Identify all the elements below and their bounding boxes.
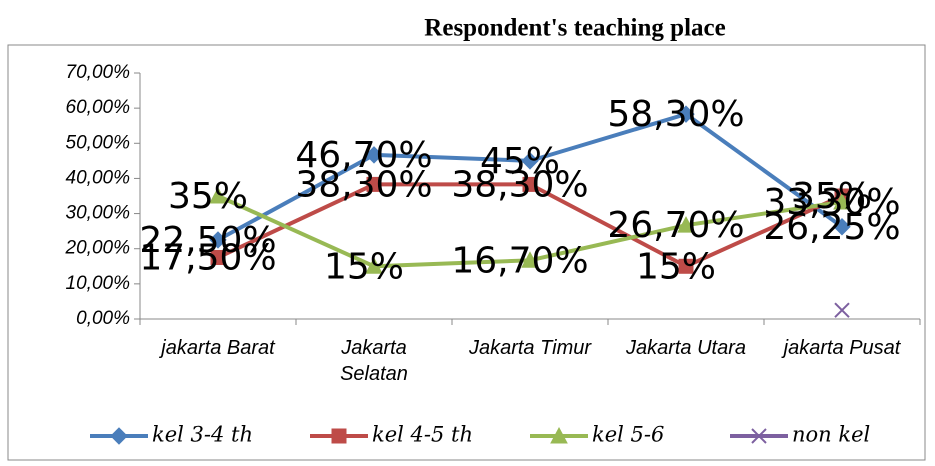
data-label: 22,50%: [139, 220, 276, 261]
y-tick-label: 50,00%: [66, 132, 131, 153]
marker: [677, 216, 695, 233]
legend-label: kel 3-4 th: [152, 423, 253, 447]
marker: [331, 428, 347, 444]
x-tick-label-box: Jakarta Timur: [468, 337, 592, 359]
data-label: 16,70%: [451, 240, 588, 281]
y-tick-label: 40,00%: [66, 167, 131, 188]
data-label: 38,30%: [295, 164, 432, 205]
x-tick-label-box: Jakarta Utara: [625, 337, 747, 359]
marker: [521, 152, 539, 170]
data-label: 33,30%: [763, 182, 900, 223]
x-tick-label: jakarta Barat: [161, 337, 275, 359]
data-label: 15%: [636, 246, 716, 287]
x-tick-label-box: jakarta Barat: [161, 337, 275, 359]
marker: [751, 428, 767, 444]
marker: [366, 176, 382, 192]
legend-label: non kel: [792, 423, 870, 447]
marker: [833, 192, 851, 210]
data-label: 38,30%: [451, 164, 588, 205]
x-tick-label-box: jakarta Pusat: [783, 337, 901, 359]
x-tick-label: Jakarta Timur: [468, 337, 592, 359]
marker: [833, 218, 851, 236]
y-tick-label: 60,00%: [66, 97, 131, 118]
marker: [209, 231, 227, 249]
marker: [521, 251, 539, 268]
marker: [209, 186, 227, 204]
marker: [110, 427, 128, 445]
y-tick-label: 20,00%: [65, 238, 131, 259]
legend-label: kel 4-5 th: [372, 423, 473, 447]
data-label: 17,50%: [139, 238, 276, 279]
chart-frame: [7, 44, 926, 461]
marker: [550, 426, 568, 444]
marker: [365, 146, 383, 164]
data-label: 26,70%: [607, 205, 744, 246]
chart-title: Respondent's teaching place: [424, 15, 725, 42]
data-label: 35%: [792, 176, 872, 217]
x-tick-label: Jakarta Utara: [625, 337, 747, 359]
data-label: 58,30%: [607, 94, 744, 135]
marker: [678, 258, 694, 274]
y-tick-label: 70,00%: [66, 62, 131, 83]
data-label: 35%: [168, 176, 248, 217]
marker: [210, 250, 226, 265]
data-label: 45%: [480, 141, 560, 182]
y-tick-label: 0,00%: [76, 308, 130, 329]
x-tick-label: jakarta Pusat: [783, 337, 901, 359]
marker: [834, 302, 850, 318]
marker: [365, 257, 383, 274]
data-label: 46,70%: [295, 135, 432, 176]
data-label: 15%: [324, 246, 404, 287]
y-tick-label: 30,00%: [66, 203, 131, 224]
marker: [677, 105, 695, 123]
legend-label: kel 5-6: [592, 423, 664, 447]
x-tick-label-box: Jakarta Selatan: [340, 337, 408, 385]
data-label: 26,25%: [763, 207, 900, 248]
y-tick-label: 10,00%: [66, 273, 131, 294]
marker: [522, 176, 538, 192]
x-tick-label: Jakarta Selatan: [340, 337, 408, 385]
